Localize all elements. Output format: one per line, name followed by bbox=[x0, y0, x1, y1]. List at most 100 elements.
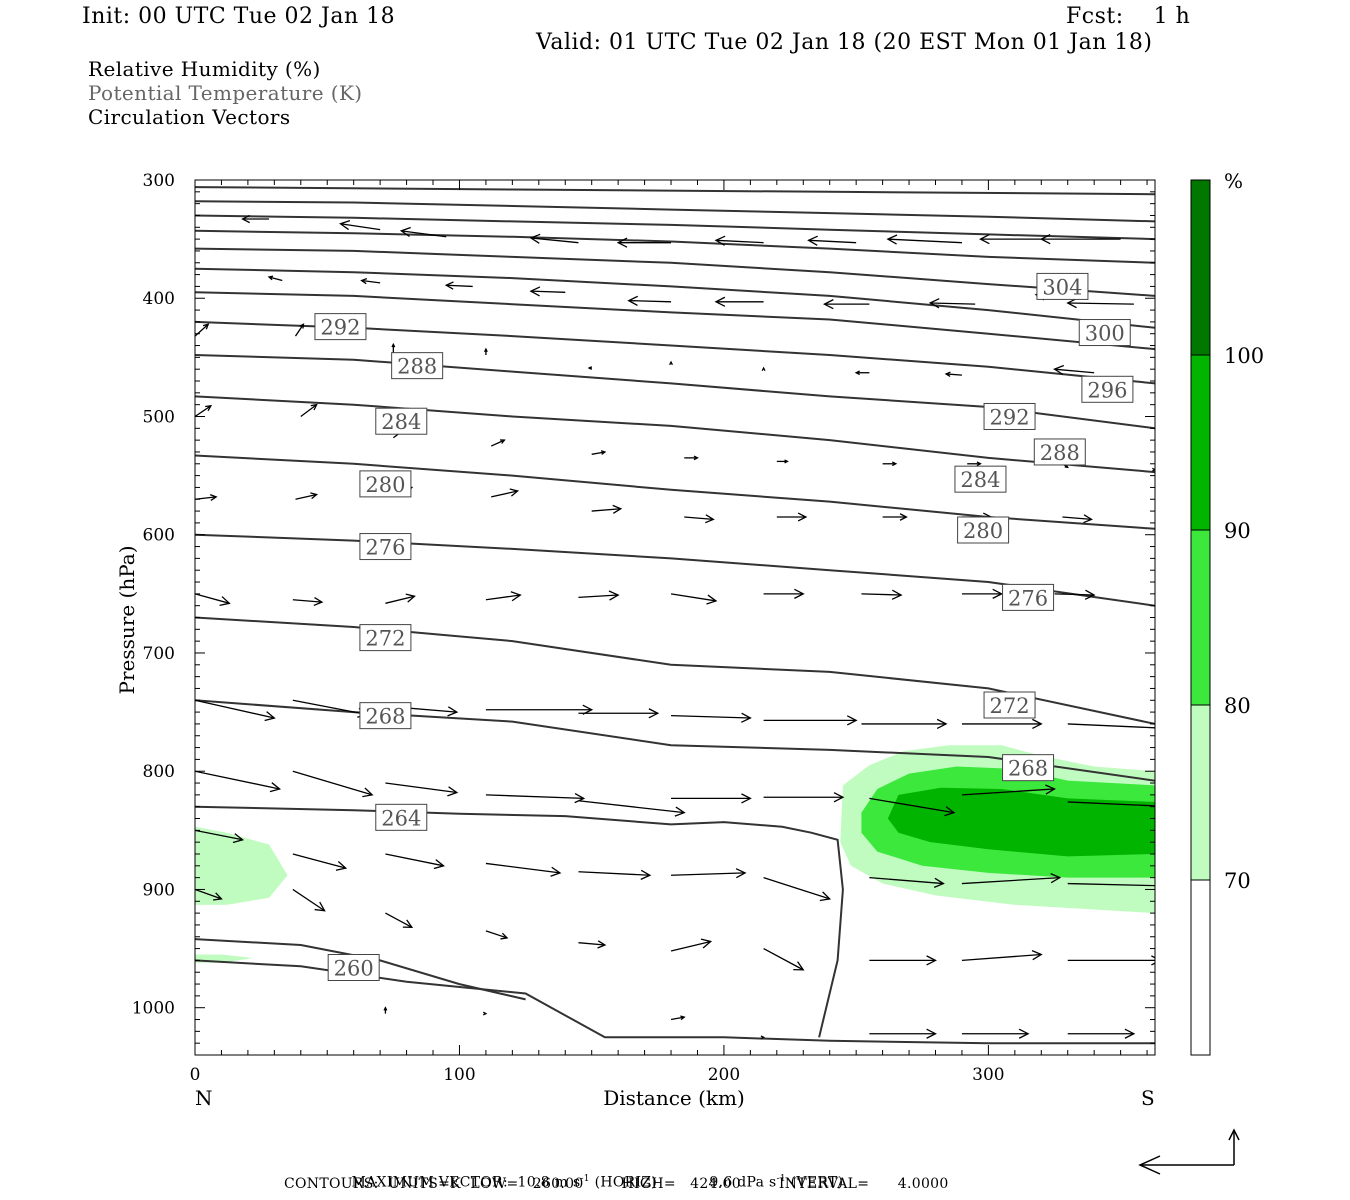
theta-contour-unlabeled-14 bbox=[195, 214, 1155, 241]
circulation-vector bbox=[763, 792, 845, 803]
vector-head bbox=[213, 892, 223, 901]
contour-label-box-11b bbox=[1078, 319, 1131, 347]
vector-shaft bbox=[591, 508, 621, 512]
vector-shaft bbox=[292, 699, 368, 716]
vector-shaft bbox=[578, 594, 619, 599]
circulation-vector bbox=[578, 590, 620, 601]
theta-contour-unlabeled-1 bbox=[195, 938, 526, 1001]
vector-head bbox=[979, 234, 990, 245]
vector-head bbox=[706, 594, 718, 605]
circulation-vector bbox=[241, 214, 270, 224]
vector-head bbox=[600, 450, 607, 455]
theta-contour-280 bbox=[195, 454, 1155, 530]
vector-shaft bbox=[578, 800, 685, 814]
circulation-vector bbox=[383, 1006, 388, 1014]
vector-head bbox=[936, 718, 948, 730]
init-time: Init: 00 UTC Tue 02 Jan 18 bbox=[82, 4, 396, 29]
circulation-vector bbox=[944, 371, 962, 377]
contour-label-9b: 292 bbox=[989, 405, 1029, 429]
vector-shaft bbox=[1067, 302, 1134, 305]
vector-head bbox=[1152, 467, 1155, 472]
circulation-vector bbox=[1039, 234, 1121, 245]
vector-shaft bbox=[578, 871, 650, 876]
vector-shaft bbox=[294, 323, 304, 337]
vector-shaft bbox=[763, 877, 830, 900]
vector-head bbox=[1157, 881, 1166, 890]
circulation-vector bbox=[294, 323, 305, 337]
vector-head bbox=[674, 806, 686, 817]
circulation-vector bbox=[292, 888, 326, 912]
circulation-vector bbox=[961, 950, 1043, 962]
vector-shaft bbox=[671, 872, 746, 876]
legend-rh: Relative Humidity (%) bbox=[88, 57, 321, 81]
vector-head bbox=[1064, 464, 1069, 469]
vector-head bbox=[886, 234, 898, 245]
contour-label-box-4a bbox=[359, 624, 412, 652]
vector-shaft bbox=[1067, 801, 1155, 807]
vector-shaft bbox=[195, 770, 280, 790]
theta-contour-272 bbox=[195, 616, 1155, 725]
vector-head bbox=[391, 342, 396, 348]
vector-shaft bbox=[530, 237, 579, 244]
vector-head bbox=[761, 366, 766, 371]
vector-shaft bbox=[195, 888, 222, 900]
vector-head bbox=[735, 868, 747, 879]
circulation-vector bbox=[483, 347, 488, 355]
vector-shaft bbox=[292, 888, 325, 912]
vector-head bbox=[550, 866, 562, 877]
forecast-hour: Fcst: 1 h bbox=[1066, 4, 1191, 29]
vector-head bbox=[992, 588, 1004, 599]
vector-head bbox=[819, 891, 832, 902]
contour-label-box-2a bbox=[375, 803, 428, 831]
circulation-vector bbox=[1067, 955, 1155, 966]
vector-head bbox=[402, 919, 414, 928]
circulation-vector bbox=[195, 405, 213, 418]
vector-shaft bbox=[869, 797, 955, 814]
vector-head bbox=[447, 786, 459, 797]
contour-label-box-9a bbox=[314, 313, 367, 341]
vector-head bbox=[339, 219, 351, 231]
vector-head bbox=[1018, 1028, 1030, 1039]
contour-label-0a: 260 bbox=[334, 957, 374, 981]
vector-head bbox=[669, 360, 673, 366]
contour-label-12b: 304 bbox=[1042, 275, 1082, 299]
legend-theta: Potential Temperature (K) bbox=[88, 81, 363, 105]
contour-label-4b: 272 bbox=[989, 694, 1029, 718]
contour-label-box-3a bbox=[359, 702, 412, 730]
vector-head bbox=[500, 439, 506, 444]
valid-time: Valid: 01 UTC Tue 02 Jan 18 (20 EST Mon … bbox=[536, 30, 1153, 55]
vector-head bbox=[1031, 950, 1043, 961]
contour-label-7a: 284 bbox=[381, 410, 421, 434]
vector-head bbox=[232, 833, 245, 844]
vector-head bbox=[405, 593, 416, 603]
vector-head bbox=[433, 859, 445, 870]
vector-head bbox=[267, 275, 274, 281]
horiz-value: 10.8 m s bbox=[517, 1174, 581, 1191]
circulation-vector bbox=[961, 588, 1004, 599]
circulation-vector bbox=[882, 513, 908, 521]
circulation-vector bbox=[714, 296, 764, 307]
circulation-vector bbox=[485, 792, 586, 804]
colorbar: 70 80 90 100 bbox=[1190, 179, 1264, 1056]
vector-shaft bbox=[385, 595, 415, 604]
plot-frame bbox=[194, 179, 1156, 1056]
circulation-vector bbox=[886, 234, 962, 245]
circulation-vector bbox=[360, 278, 381, 285]
vector-shaft bbox=[1054, 593, 1095, 596]
circulation-vector bbox=[1067, 723, 1155, 729]
vector-shaft bbox=[930, 302, 976, 305]
vector-head bbox=[1032, 718, 1043, 730]
circulation-vector bbox=[761, 366, 766, 371]
circulation-vector bbox=[295, 492, 319, 500]
vector-shaft bbox=[578, 942, 605, 946]
vector-shaft bbox=[340, 223, 381, 231]
horiz-exponent: -1 bbox=[580, 1174, 590, 1184]
y-tick-label-500: 500 bbox=[143, 407, 175, 427]
circulation-vector bbox=[861, 589, 903, 600]
vector-head bbox=[680, 1015, 686, 1021]
vector-head bbox=[714, 296, 726, 307]
vector-head bbox=[335, 860, 348, 871]
vector-shaft bbox=[446, 284, 473, 288]
vector-head bbox=[1083, 514, 1093, 524]
vector-shaft bbox=[961, 876, 1060, 885]
